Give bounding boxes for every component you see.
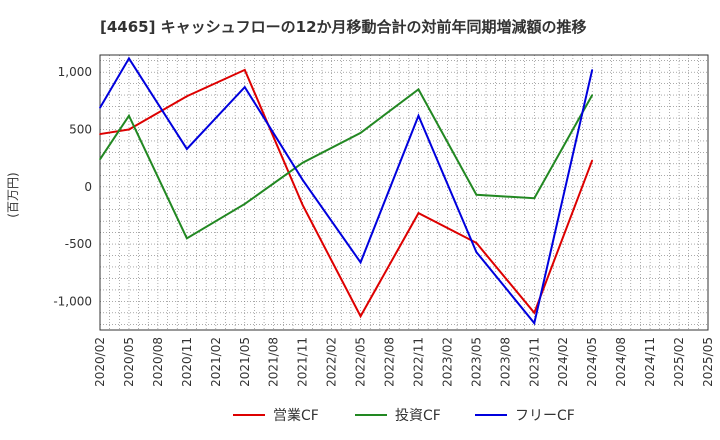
data-point [417, 114, 420, 117]
data-point [591, 94, 593, 96]
data-point [359, 132, 362, 134]
x-tick-label: 2024/08 [614, 337, 628, 387]
x-tick-label: 2020/05 [122, 337, 136, 387]
x-tick-label: 2021/08 [267, 337, 281, 387]
x-tick-label: 2024/02 [556, 337, 570, 387]
data-point [533, 312, 536, 314]
data-point [591, 69, 593, 71]
y-axis-label: (百万円) [6, 172, 20, 217]
x-tick-label: 2021/11 [296, 337, 310, 387]
data-point [301, 161, 304, 164]
x-tick-label: 2023/05 [469, 337, 483, 387]
x-tick-label: 2023/08 [498, 337, 512, 387]
x-tick-label: 2020/08 [151, 337, 165, 387]
y-axis-ticks: -1,000 -500 0 500 1,000 [53, 65, 92, 308]
x-tick-label: 2024/11 [643, 337, 657, 387]
plot-frame [99, 54, 709, 331]
x-tick-label: 2022/11 [411, 337, 425, 387]
y-tick-label: 0 [84, 180, 92, 194]
data-point [243, 203, 246, 205]
x-tick-label: 2022/05 [354, 337, 368, 387]
data-point [475, 242, 478, 244]
data-point [359, 315, 362, 318]
data-point [533, 197, 536, 200]
data-point [99, 106, 101, 109]
series-line-フリーCF [99, 56, 594, 326]
x-tick-label: 2020/11 [180, 337, 194, 387]
x-tick-label: 2022/02 [325, 337, 339, 387]
data-point [591, 159, 593, 162]
legend: 営業CF 投資CF フリーCF [233, 408, 575, 424]
data-point [243, 69, 246, 71]
x-tick-label: 2020/02 [93, 337, 107, 387]
x-axis-ticks: 2020/02 2020/05 2020/08 2020/11 2021/02 2021/… [93, 337, 715, 387]
x-tick-label: 2022/08 [383, 337, 397, 387]
y-tick-label: 1,000 [58, 65, 92, 79]
y-tick-label: 500 [69, 122, 92, 136]
data-point [99, 158, 101, 161]
data-point [359, 261, 362, 264]
series-line-営業CF [99, 68, 594, 319]
data-point [475, 251, 478, 253]
data-point [186, 95, 188, 98]
x-tick-label: 2025/05 [701, 337, 715, 387]
data-point [417, 212, 420, 214]
data-point [128, 128, 130, 131]
data-point [301, 179, 304, 181]
data-point [128, 57, 130, 60]
series-layer [99, 56, 594, 326]
y-tick-label: -1,000 [53, 294, 92, 308]
data-point [417, 88, 420, 91]
data-point [243, 86, 246, 88]
data-point [128, 114, 130, 117]
series-line-投資CF [99, 87, 594, 240]
x-tick-label: 2023/02 [440, 337, 454, 387]
data-point [99, 133, 101, 135]
data-point [186, 148, 188, 150]
chart-title: [4465] キャッシュフローの12か月移動合計の対前年同期増減額の推移 [100, 18, 587, 36]
legend-label: 営業CF [273, 408, 319, 424]
x-tick-label: 2021/05 [238, 337, 252, 387]
legend-label: 投資CF [395, 408, 441, 424]
x-tick-label: 2024/05 [585, 337, 599, 387]
x-tick-label: 2023/11 [527, 337, 541, 387]
data-point [301, 204, 304, 206]
y-tick-label: -500 [65, 237, 92, 251]
legend-label: フリーCF [515, 408, 575, 424]
plot-area [100, 55, 708, 330]
x-tick-label: 2021/02 [209, 337, 223, 387]
data-point [475, 193, 478, 196]
x-tick-label: 2025/02 [672, 337, 686, 387]
data-point [186, 237, 188, 240]
data-point [533, 322, 536, 324]
